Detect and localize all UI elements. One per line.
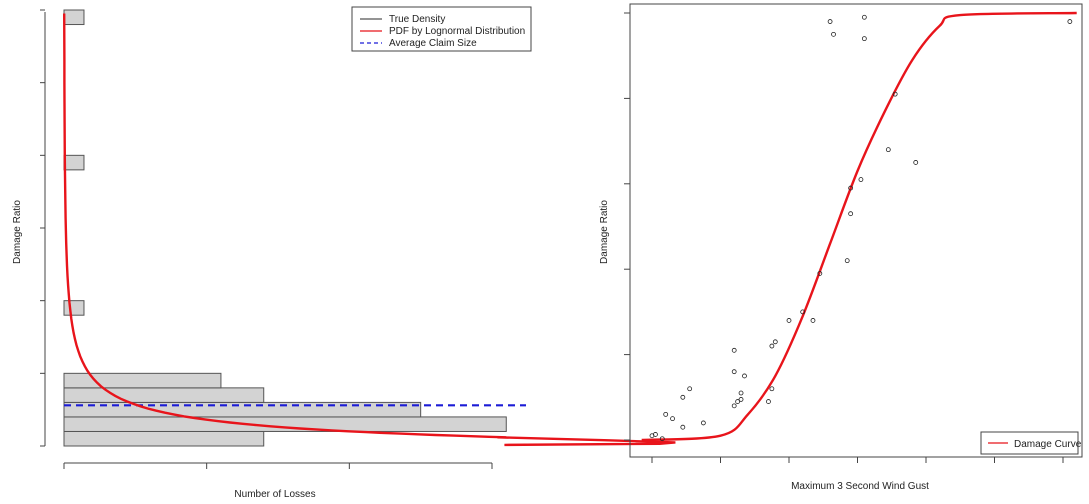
scatter-point — [659, 436, 665, 442]
scatter-point — [731, 369, 737, 375]
scatter-point — [817, 271, 823, 276]
left-bars-group — [63, 9, 507, 447]
legend-damage-curve-label: Damage Curve — [1014, 439, 1082, 450]
scatter-point — [731, 403, 737, 409]
right-x-ticks — [651, 457, 1064, 463]
scatter-point — [772, 339, 778, 345]
scatter-point — [738, 390, 744, 396]
histogram-bar — [63, 154, 85, 171]
histogram-bar — [63, 300, 85, 316]
scatter-point — [858, 177, 864, 182]
legend-true-density-label: True Density — [389, 14, 445, 25]
histogram-bar — [63, 416, 507, 432]
left-y-axis-label: Damage Ratio — [12, 200, 23, 264]
histogram-bar — [63, 430, 265, 447]
legend-average-claim-size-label: Average Claim Size — [389, 38, 477, 49]
right-legend: Damage Curve — [980, 431, 1082, 455]
scatter-point — [861, 14, 867, 20]
left-legend: True Density PDF by Lognormal Distributi… — [351, 6, 532, 52]
scatter-point — [1067, 19, 1073, 24]
left-y-ticks — [40, 9, 45, 447]
scatter-point — [861, 36, 867, 42]
scatter-point — [670, 416, 675, 422]
right-legend-box — [980, 431, 1079, 455]
right-plot-frame — [629, 3, 1083, 458]
scatter-point — [848, 185, 854, 191]
scatter-point — [680, 394, 686, 400]
left-legend-box — [351, 6, 532, 52]
left-x-ticks — [63, 463, 493, 469]
scatter-point — [663, 411, 669, 417]
histogram-bar — [63, 387, 265, 403]
scatter-point — [786, 318, 792, 323]
scatter-point — [892, 91, 898, 97]
scatter-point — [831, 31, 836, 37]
scatter-point — [885, 147, 891, 153]
scatter-point — [848, 211, 854, 217]
right-chart-panel: Maximum 3 Second Wind Gust Damage Ratio … — [599, 3, 1083, 492]
scatter-point — [735, 399, 741, 404]
histogram-bar — [63, 372, 222, 389]
legend-lognormal-pdf-label: PDF by Lognormal Distribution — [389, 26, 525, 37]
lognormal-pdf-curve — [63, 13, 676, 447]
histogram-bar — [63, 9, 85, 26]
scatter-points-group — [649, 14, 1073, 442]
scatter-point — [766, 399, 771, 404]
left-chart-panel: Number of Losses Damage Ratio True Densi… — [12, 6, 676, 500]
right-y-axis-label: Damage Ratio — [599, 200, 610, 264]
scatter-point — [810, 318, 816, 323]
scatter-point — [800, 309, 806, 315]
right-x-axis-label: Maximum 3 Second Wind Gust — [791, 481, 929, 492]
scatter-point — [844, 258, 850, 264]
scatter-point — [700, 420, 706, 426]
scatter-point — [731, 347, 737, 353]
scatter-point — [680, 424, 686, 430]
left-x-axis-label: Number of Losses — [234, 489, 315, 500]
scatter-point — [913, 160, 919, 165]
scatter-point — [742, 373, 747, 379]
scatter-point — [827, 19, 833, 24]
scatter-point — [769, 386, 775, 392]
scatter-point — [738, 397, 744, 402]
damage-curve-line — [641, 11, 1077, 442]
scatter-point — [769, 343, 775, 349]
scatter-point — [653, 432, 658, 437]
scatter-point — [687, 386, 693, 392]
right-y-ticks — [624, 12, 630, 441]
